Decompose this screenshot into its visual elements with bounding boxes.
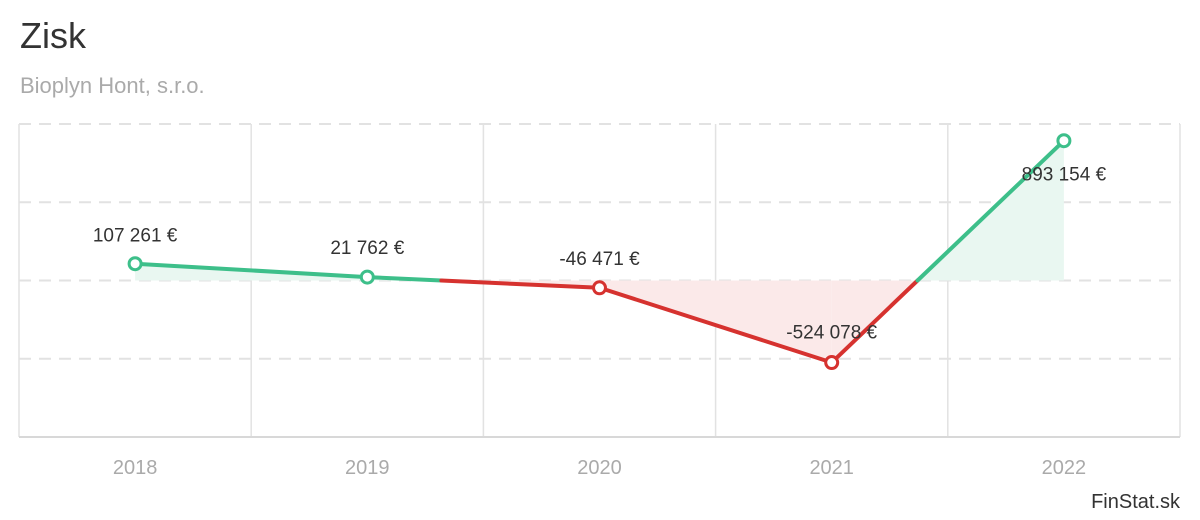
profit-line-segment xyxy=(365,275,444,283)
line-layer xyxy=(133,138,1066,365)
data-label-2021: -524 078 € xyxy=(786,323,877,344)
data-point-2019 xyxy=(359,269,375,285)
chart-subtitle: Bioplyn Hont, s.r.o. xyxy=(20,73,205,98)
x-tick-label: 2021 xyxy=(809,457,854,479)
data-label-2019: 21 762 € xyxy=(330,238,404,259)
data-point-2018 xyxy=(127,256,143,272)
x-tick-label: 2019 xyxy=(345,457,390,479)
data-point-2020 xyxy=(592,280,607,296)
data-point-2022 xyxy=(1056,133,1072,149)
axis-layer: 2018 2019 2020 2021 2022 xyxy=(19,436,1180,479)
x-tick-label: 2018 xyxy=(113,457,158,479)
loss-line-segment xyxy=(597,285,834,365)
data-point-2021 xyxy=(824,355,840,371)
chart-title: Zisk xyxy=(20,15,86,56)
loss-line-segment xyxy=(829,278,920,365)
loss-line-segment xyxy=(439,278,602,290)
point-layer xyxy=(127,133,1072,371)
finstat-credit-link[interactable]: FinStat.sk xyxy=(1091,491,1180,513)
data-label-2018: 107 261 € xyxy=(93,226,178,247)
x-tick-label: 2020 xyxy=(577,457,622,479)
x-tick-label: 2022 xyxy=(1042,457,1087,479)
label-layer: 107 261 € 21 762 € -46 471 € -524 078 € 893 … xyxy=(93,165,1107,344)
data-label-2022: 893 154 € xyxy=(1022,165,1107,186)
profit-line-segment xyxy=(133,261,370,280)
profit-line-segment xyxy=(915,138,1066,283)
data-label-2020: -46 471 € xyxy=(559,249,640,270)
